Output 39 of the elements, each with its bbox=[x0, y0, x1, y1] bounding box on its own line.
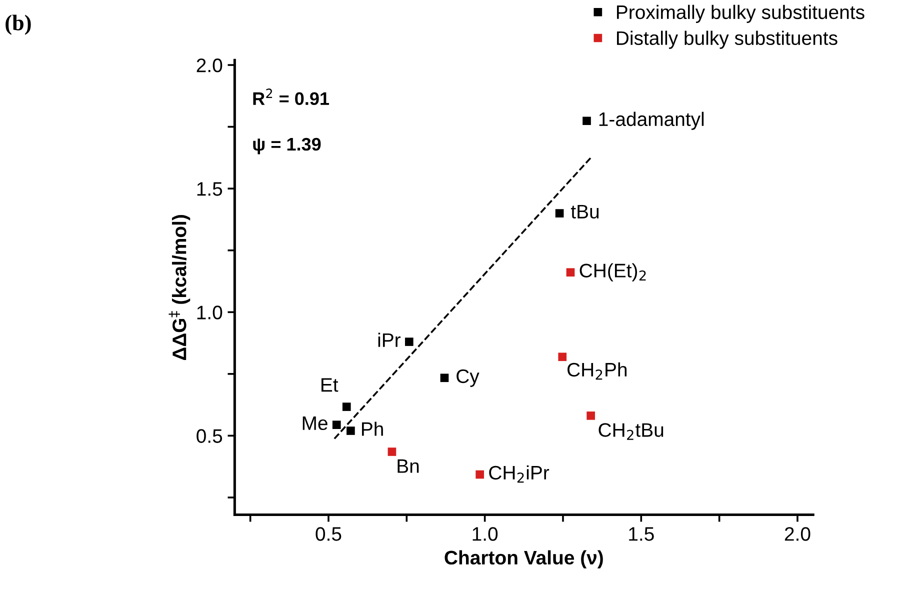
point bbox=[558, 352, 567, 362]
point bbox=[388, 448, 396, 456]
legend-label: Distally bulky substituents bbox=[617, 30, 838, 49]
point bbox=[555, 209, 564, 218]
x-axis-title: Charton Value (ν) bbox=[444, 550, 603, 568]
y-axis-title: ΔΔG$^{‡}$ (kcal/mol) bbox=[168, 215, 190, 360]
point bbox=[586, 412, 595, 420]
annotation: iPr bbox=[378, 332, 401, 347]
annotation: CH$_{2}$tBu bbox=[598, 423, 664, 440]
point bbox=[582, 116, 591, 126]
y-tick-label: 1.0 bbox=[197, 306, 222, 320]
annotation: R$^{2}$ = 0.91 bbox=[253, 88, 330, 106]
point bbox=[476, 470, 484, 479]
y-tick-label: 0.5 bbox=[196, 429, 222, 443]
point bbox=[346, 426, 355, 435]
annotation: ψ = 1.39 bbox=[253, 138, 321, 154]
annotation: Bn bbox=[398, 459, 419, 473]
y-tick-label: 2.0 bbox=[196, 58, 222, 72]
point bbox=[440, 374, 449, 382]
annotation: Cy bbox=[456, 369, 480, 387]
point bbox=[404, 338, 414, 346]
x-tick-label: 0.5 bbox=[316, 527, 342, 541]
x-tick-label: 2.0 bbox=[784, 527, 810, 541]
annotation: tBu bbox=[570, 204, 599, 219]
annotation: CH$_{2}$iPr bbox=[489, 465, 550, 483]
annotation: 1-adamantyl bbox=[599, 112, 704, 130]
point bbox=[566, 268, 575, 277]
annotation: CH$_{2}$Ph bbox=[568, 362, 627, 380]
annotation: CH(Et)$_{2}$ bbox=[580, 263, 646, 282]
y-tick-label: 1.5 bbox=[197, 182, 222, 196]
annotation: Me bbox=[302, 416, 328, 430]
annotation: Et bbox=[322, 378, 338, 392]
legend-label: Proximally bulky substituents bbox=[617, 4, 864, 23]
point bbox=[342, 402, 351, 411]
annotation: Ph bbox=[362, 422, 383, 436]
text: (b) bbox=[6, 14, 31, 35]
point bbox=[332, 420, 341, 429]
x-tick-label: 1.5 bbox=[629, 527, 654, 541]
x-tick-label: 1.0 bbox=[472, 527, 498, 541]
